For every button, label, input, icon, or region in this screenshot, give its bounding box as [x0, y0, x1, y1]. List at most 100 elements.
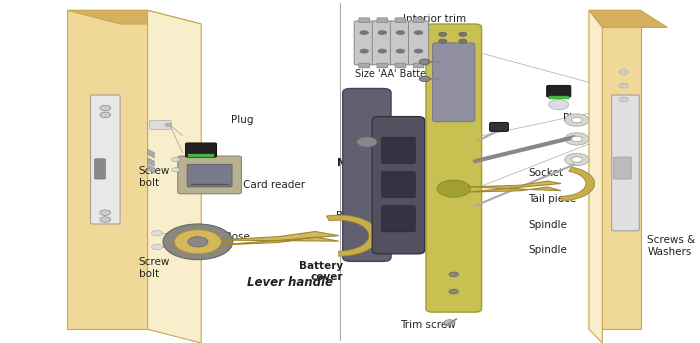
Text: Mounting
screws: Mounting screws [337, 158, 393, 180]
Text: Plug: Plug [232, 115, 254, 125]
Circle shape [571, 157, 582, 162]
Circle shape [100, 112, 111, 118]
Circle shape [377, 30, 387, 35]
FancyBboxPatch shape [372, 21, 393, 65]
Polygon shape [148, 165, 154, 173]
FancyBboxPatch shape [382, 206, 415, 232]
FancyBboxPatch shape [413, 63, 424, 68]
Circle shape [439, 32, 447, 36]
Circle shape [619, 83, 629, 88]
Circle shape [565, 114, 589, 126]
Circle shape [377, 49, 387, 54]
FancyBboxPatch shape [547, 85, 570, 97]
FancyBboxPatch shape [359, 63, 370, 68]
Text: Size 'AA' Batteries: Size 'AA' Batteries [356, 69, 444, 79]
Circle shape [565, 153, 589, 166]
FancyBboxPatch shape [377, 63, 388, 68]
FancyBboxPatch shape [382, 137, 415, 163]
Circle shape [565, 133, 589, 145]
Circle shape [549, 99, 569, 110]
FancyBboxPatch shape [395, 18, 406, 23]
Circle shape [619, 70, 629, 74]
FancyBboxPatch shape [377, 18, 388, 23]
Polygon shape [467, 181, 561, 192]
FancyBboxPatch shape [612, 95, 639, 231]
FancyBboxPatch shape [395, 63, 406, 68]
Polygon shape [589, 10, 640, 329]
FancyBboxPatch shape [413, 18, 424, 23]
Text: Plug: Plug [564, 113, 586, 122]
Circle shape [571, 117, 582, 123]
FancyBboxPatch shape [433, 43, 475, 122]
Circle shape [395, 30, 405, 35]
FancyBboxPatch shape [372, 117, 425, 254]
FancyBboxPatch shape [489, 122, 508, 131]
Circle shape [458, 32, 467, 36]
FancyBboxPatch shape [409, 21, 428, 65]
Text: Lever handle: Lever handle [247, 276, 332, 289]
Circle shape [163, 224, 232, 260]
Circle shape [152, 230, 162, 236]
Circle shape [571, 136, 582, 142]
Polygon shape [589, 10, 667, 27]
Circle shape [439, 39, 447, 43]
Polygon shape [67, 10, 148, 329]
Circle shape [165, 123, 172, 127]
FancyBboxPatch shape [391, 21, 410, 65]
Text: Battery
case: Battery case [335, 211, 375, 233]
Polygon shape [67, 10, 201, 24]
Text: Spindle: Spindle [528, 245, 568, 255]
FancyBboxPatch shape [150, 120, 171, 129]
Polygon shape [215, 232, 339, 245]
Circle shape [395, 49, 405, 54]
Circle shape [188, 237, 208, 247]
FancyBboxPatch shape [186, 143, 216, 157]
Text: Trim screw: Trim screw [400, 320, 456, 330]
FancyBboxPatch shape [90, 95, 120, 224]
Polygon shape [148, 10, 201, 343]
Circle shape [458, 39, 467, 43]
Text: Screws &
Washers: Screws & Washers [648, 235, 696, 257]
Circle shape [357, 137, 377, 147]
Circle shape [414, 30, 424, 35]
Circle shape [437, 180, 470, 197]
Circle shape [414, 49, 424, 54]
FancyBboxPatch shape [354, 21, 374, 65]
Text: Rose: Rose [225, 232, 250, 242]
Circle shape [172, 168, 180, 172]
FancyBboxPatch shape [614, 157, 631, 179]
Circle shape [100, 210, 111, 215]
Text: Card reader: Card reader [243, 180, 305, 190]
Polygon shape [589, 10, 602, 343]
Text: Interior trim: Interior trim [403, 14, 466, 24]
FancyBboxPatch shape [359, 18, 370, 23]
FancyBboxPatch shape [94, 159, 105, 179]
Text: Screw
bolt: Screw bolt [139, 257, 170, 279]
Circle shape [449, 289, 459, 294]
Circle shape [444, 320, 455, 325]
Circle shape [172, 157, 180, 162]
Circle shape [174, 230, 221, 254]
Polygon shape [148, 149, 154, 158]
Circle shape [100, 217, 111, 222]
Polygon shape [148, 158, 154, 166]
Circle shape [419, 76, 430, 82]
FancyBboxPatch shape [343, 88, 391, 261]
Circle shape [619, 97, 629, 102]
Circle shape [419, 59, 430, 64]
Circle shape [360, 30, 369, 35]
Circle shape [100, 105, 111, 111]
Text: Socket: Socket [528, 168, 564, 178]
FancyBboxPatch shape [178, 156, 242, 194]
Text: Battery
cover: Battery cover [299, 261, 343, 282]
Polygon shape [561, 167, 594, 201]
Circle shape [152, 244, 162, 250]
Text: Screw
bolt: Screw bolt [139, 166, 170, 188]
Circle shape [360, 49, 369, 54]
FancyBboxPatch shape [187, 164, 232, 187]
FancyBboxPatch shape [549, 96, 569, 99]
FancyBboxPatch shape [188, 154, 214, 157]
Circle shape [449, 272, 459, 277]
Polygon shape [326, 215, 379, 256]
Text: Spindle: Spindle [528, 220, 568, 229]
